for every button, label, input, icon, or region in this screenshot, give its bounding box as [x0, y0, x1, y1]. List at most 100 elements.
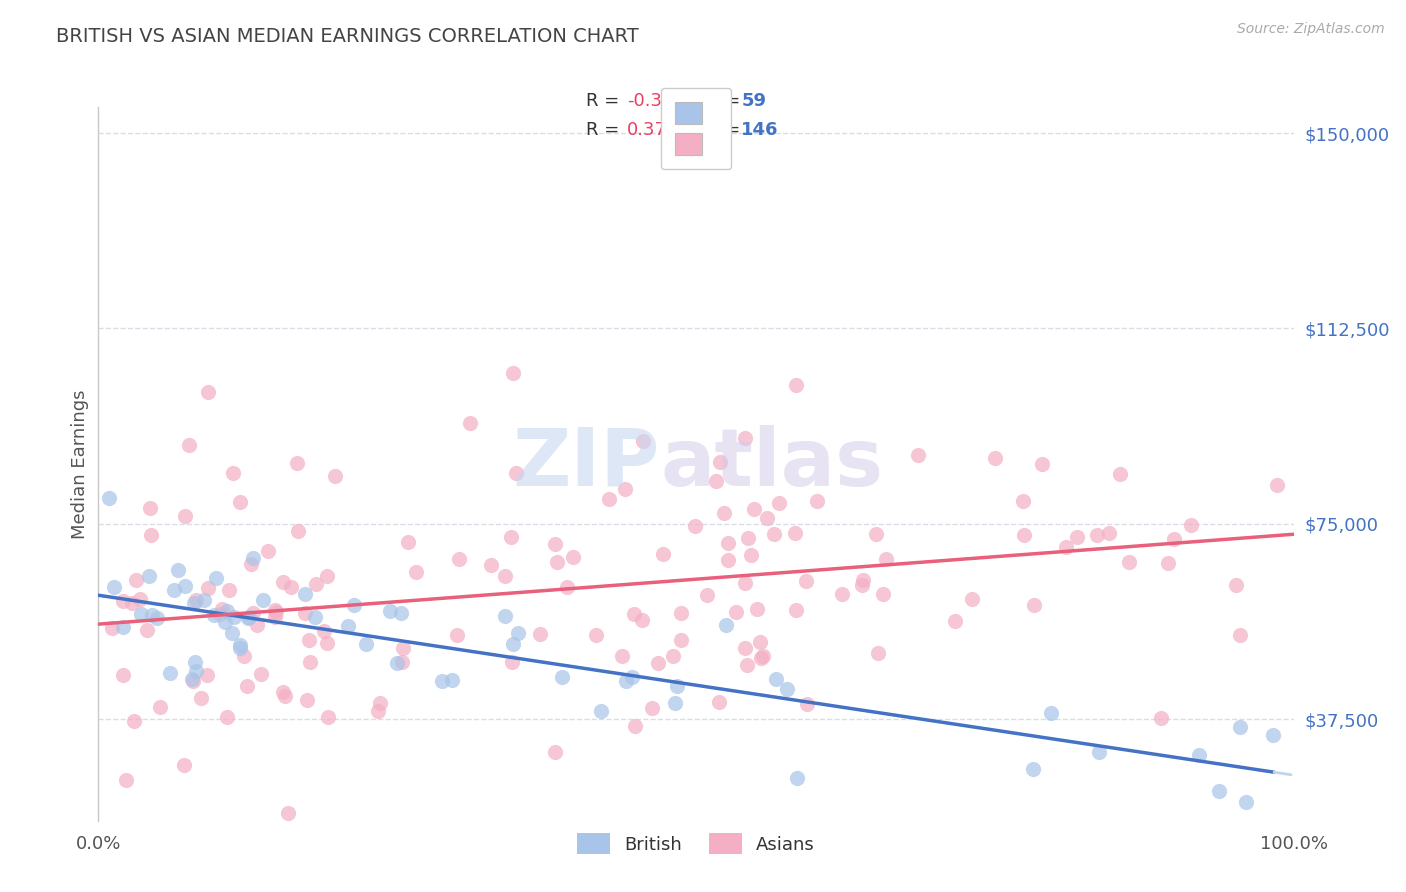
- Point: [707, 695, 730, 709]
- Point: [1180, 517, 1202, 532]
- Point: [242, 606, 264, 620]
- Point: [623, 719, 645, 733]
- Point: [367, 705, 389, 719]
- Point: [751, 648, 773, 663]
- Point: [197, 581, 219, 595]
- Point: [984, 451, 1007, 466]
- Point: [354, 637, 377, 651]
- Point: [239, 557, 262, 571]
- Point: [242, 550, 264, 565]
- Point: [266, 605, 288, 619]
- Point: [1088, 745, 1111, 759]
- Point: [263, 610, 285, 624]
- Text: atlas: atlas: [661, 425, 883, 503]
- Point: [316, 709, 339, 723]
- Point: [252, 592, 274, 607]
- Point: [1118, 555, 1140, 569]
- Point: [193, 593, 215, 607]
- Point: [246, 617, 269, 632]
- Point: [138, 501, 160, 516]
- Point: [662, 648, 685, 663]
- Point: [671, 633, 693, 648]
- Point: [214, 615, 236, 629]
- Point: [866, 646, 889, 660]
- Point: [762, 527, 785, 541]
- Point: [209, 607, 232, 622]
- Point: [298, 655, 321, 669]
- Point: [785, 525, 807, 540]
- Point: [316, 569, 339, 583]
- Point: [238, 610, 260, 624]
- Point: [229, 495, 252, 509]
- Point: [652, 547, 675, 561]
- Point: [343, 599, 366, 613]
- Point: [294, 607, 316, 621]
- Text: R =: R =: [586, 121, 631, 139]
- Point: [717, 536, 740, 550]
- Point: [1012, 494, 1035, 508]
- Point: [121, 596, 143, 610]
- Point: [561, 549, 583, 564]
- Point: [631, 434, 654, 448]
- Point: [1267, 478, 1289, 492]
- Point: [316, 636, 339, 650]
- Point: [546, 556, 568, 570]
- Point: [589, 704, 612, 718]
- Point: [263, 602, 285, 616]
- Point: [138, 569, 160, 583]
- Text: ZIP: ZIP: [513, 425, 661, 503]
- Point: [97, 491, 120, 505]
- Point: [598, 491, 620, 506]
- Point: [664, 696, 686, 710]
- Point: [737, 532, 759, 546]
- Point: [222, 466, 245, 480]
- Point: [1085, 528, 1108, 542]
- Point: [163, 583, 186, 598]
- Point: [1234, 795, 1257, 809]
- Point: [217, 710, 239, 724]
- Point: [851, 577, 873, 591]
- Point: [647, 657, 669, 671]
- Point: [236, 679, 259, 693]
- Point: [734, 640, 756, 655]
- Point: [1022, 762, 1045, 776]
- Point: [183, 596, 205, 610]
- Point: [631, 613, 654, 627]
- Point: [298, 633, 321, 648]
- Point: [271, 685, 294, 699]
- Point: [173, 579, 195, 593]
- Point: [1022, 598, 1045, 612]
- Point: [312, 624, 335, 639]
- Point: [205, 571, 228, 585]
- Point: [557, 580, 579, 594]
- Point: [458, 417, 481, 431]
- Point: [765, 672, 787, 686]
- Point: [479, 558, 502, 572]
- Point: [1108, 467, 1130, 481]
- Point: [768, 496, 790, 510]
- Point: [776, 681, 799, 696]
- Point: [337, 619, 360, 633]
- Point: [749, 635, 772, 649]
- Point: [135, 623, 157, 637]
- Point: [749, 651, 772, 665]
- Point: [229, 641, 252, 656]
- Point: [149, 700, 172, 714]
- Point: [159, 665, 181, 680]
- Point: [621, 670, 644, 684]
- Point: [280, 580, 302, 594]
- Point: [1229, 721, 1251, 735]
- Point: [714, 617, 737, 632]
- Point: [131, 607, 153, 621]
- Text: Source: ZipAtlas.com: Source: ZipAtlas.com: [1237, 22, 1385, 37]
- Point: [1054, 540, 1077, 554]
- Point: [1163, 533, 1185, 547]
- Point: [499, 530, 522, 544]
- Point: [734, 431, 756, 445]
- Point: [238, 610, 260, 624]
- Text: BRITISH VS ASIAN MEDIAN EARNINGS CORRELATION CHART: BRITISH VS ASIAN MEDIAN EARNINGS CORRELA…: [56, 27, 638, 45]
- Point: [112, 620, 135, 634]
- Text: 146: 146: [741, 121, 779, 139]
- Point: [166, 563, 188, 577]
- Text: R =: R =: [586, 93, 626, 111]
